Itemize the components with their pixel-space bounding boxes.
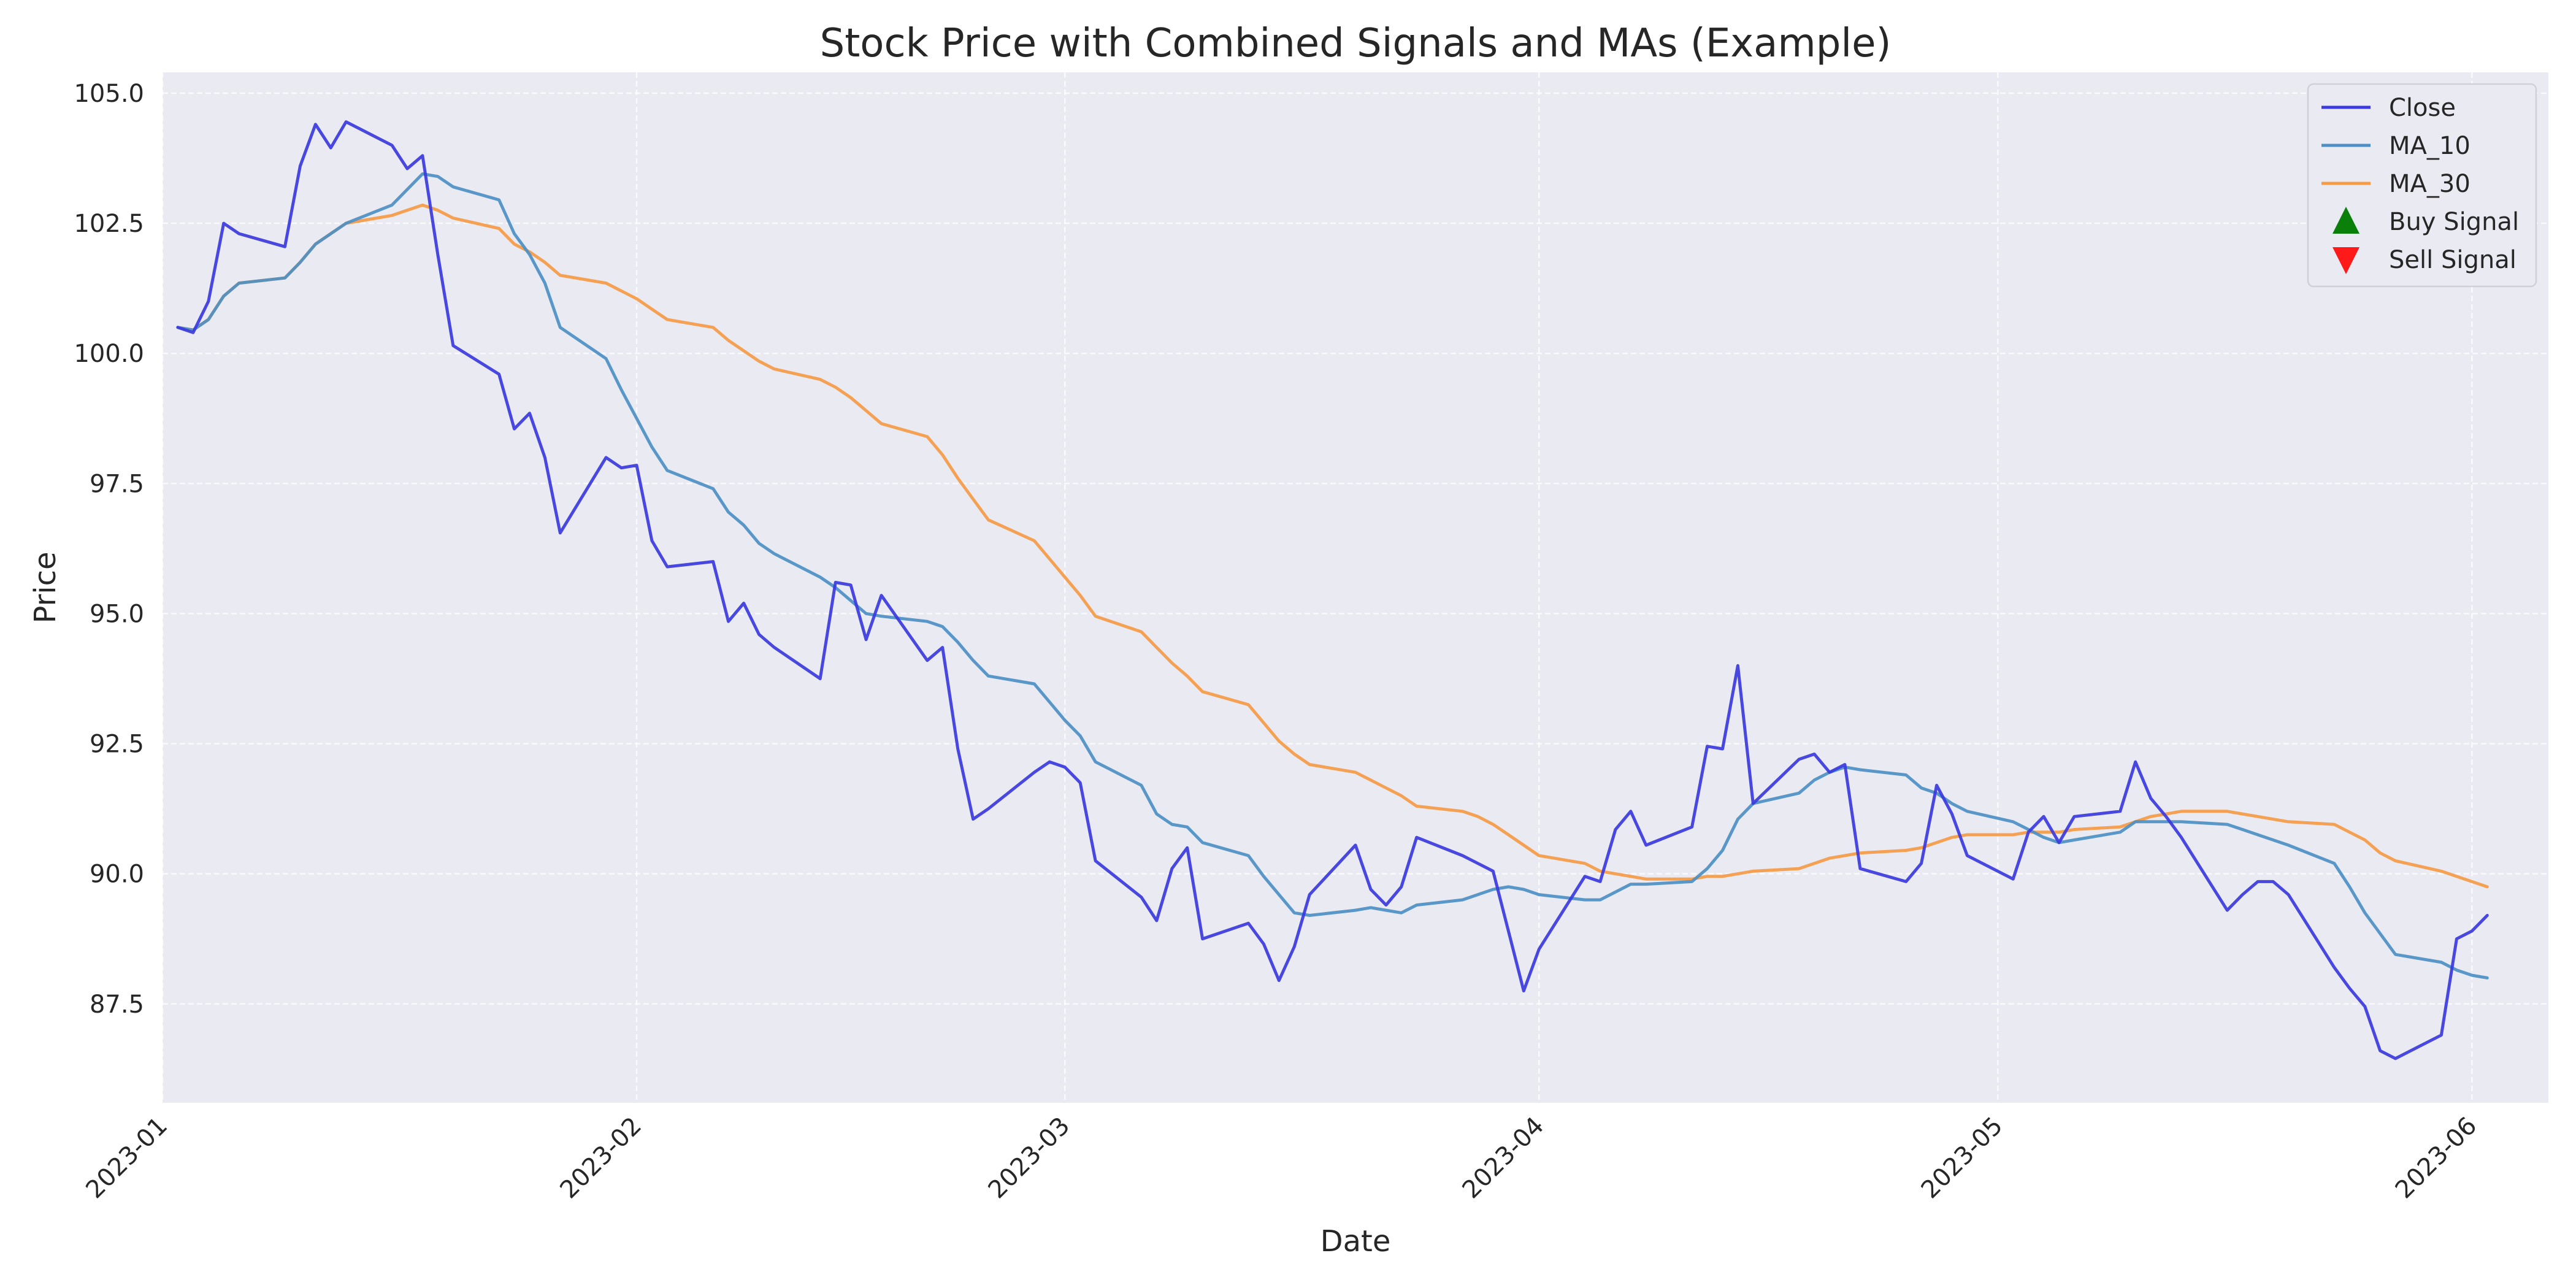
y-tick-label: 105.0 <box>74 80 144 108</box>
x-axis-ticks: 2023-01 2023-02 2023-03 2023-04 2023-05 2023-… <box>80 1112 2482 1205</box>
x-tick-label: 2023-02 <box>554 1112 647 1205</box>
legend: Close MA_10 MA_30 Buy Signal Sell Signal <box>2307 83 2537 288</box>
plot-area <box>163 72 2548 1103</box>
close-series-line <box>176 120 2489 1060</box>
legend-label: Buy Signal <box>2389 208 2519 236</box>
legend-label: Close <box>2389 94 2456 122</box>
legend-label: MA_10 <box>2389 132 2471 160</box>
y-tick-label: 92.5 <box>90 730 144 759</box>
y-tick-label: 102.5 <box>74 210 144 238</box>
x-tick-label: 2023-06 <box>2390 1112 2483 1205</box>
y-tick-label: 100.0 <box>74 340 144 368</box>
y-tick-label: 87.5 <box>90 991 144 1019</box>
chart-title: Stock Price with Combined Signals and MA… <box>820 21 1892 66</box>
y-tick-label: 97.5 <box>90 470 144 498</box>
y-tick-label: 90.0 <box>90 861 144 889</box>
x-tick-label: 2023-01 <box>80 1112 173 1205</box>
x-tick-label: 2023-05 <box>1916 1112 2009 1205</box>
legend-label: Sell Signal <box>2389 246 2517 274</box>
ma-10-series-line <box>176 172 2489 979</box>
legend-label: MA_30 <box>2389 170 2471 198</box>
legend-box <box>2307 83 2537 288</box>
ma-30-series-line <box>176 203 2489 889</box>
sell-signal-icon <box>2333 247 2359 274</box>
x-tick-label: 2023-03 <box>983 1112 1076 1205</box>
y-axis-ticks: 87.5 90.0 92.5 95.0 97.5 100.0 102.5 105.0 <box>74 80 144 1019</box>
x-tick-label: 2023-04 <box>1457 1112 1550 1205</box>
series-lines <box>176 120 2489 1060</box>
buy-signal-icon <box>2333 207 2359 234</box>
x-axis-label: Date <box>1321 1224 1391 1259</box>
y-tick-label: 95.0 <box>90 600 144 628</box>
y-axis-label: Price <box>28 551 63 623</box>
